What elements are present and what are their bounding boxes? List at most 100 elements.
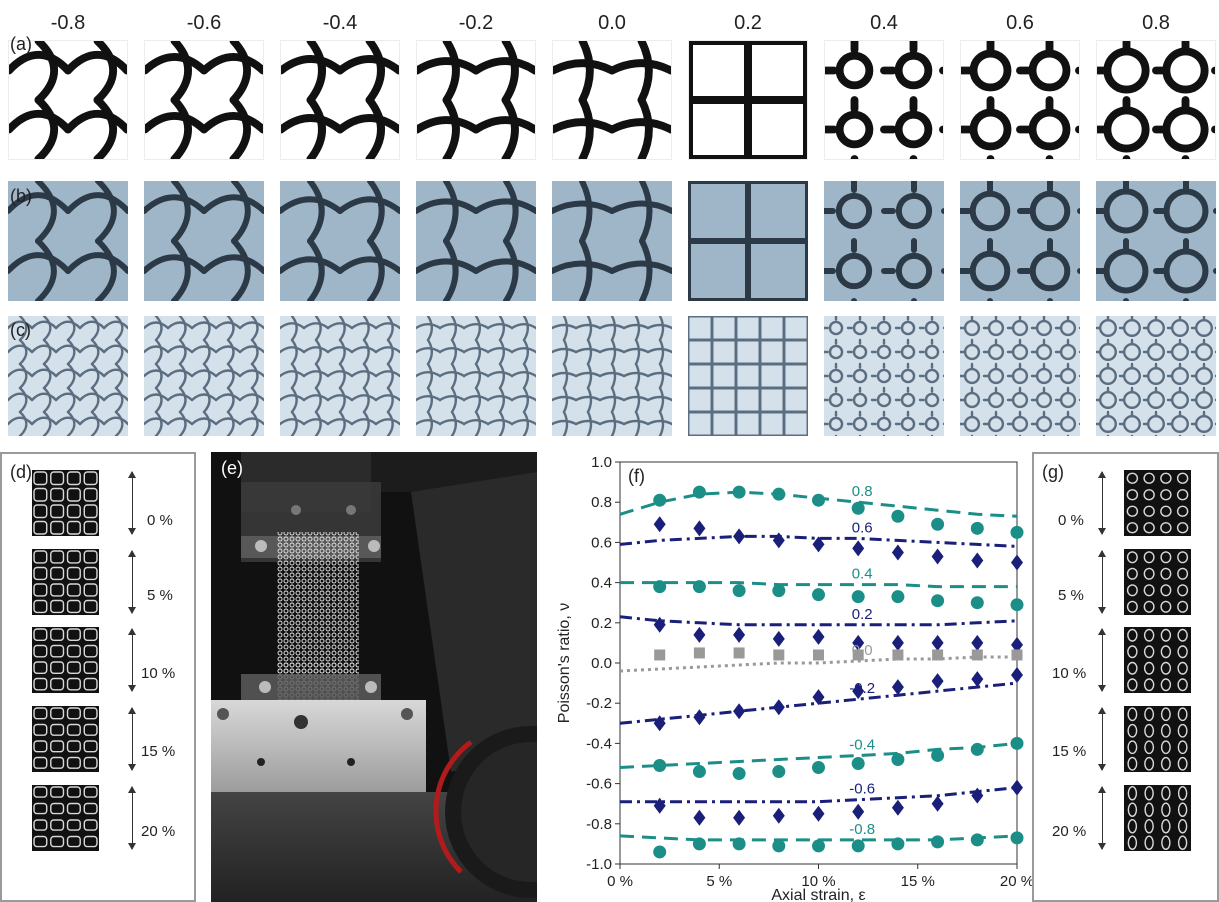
strain-label: 20 % [1052,823,1087,840]
data-point [653,493,667,507]
fit-line [619,681,1018,725]
data-point [971,787,984,804]
data-point [931,594,945,608]
fit-line [619,741,1018,769]
column-label: -0.4 [322,12,358,34]
design-tile [688,40,808,160]
data-point [970,521,984,535]
data-point [732,584,746,598]
data-point [772,630,785,647]
data-point [891,634,904,651]
strain-label: 15 % [141,743,176,760]
data-point [1010,831,1024,845]
series-label: -0.2 [849,680,875,697]
data-point [931,795,944,812]
micrograph-tile [144,181,264,301]
data-point [693,520,706,537]
data-point [653,797,666,814]
series-label: 0.4 [852,566,873,583]
series-label: 0.0 [852,642,873,659]
data-point [852,634,865,651]
data-point [733,809,746,826]
strain-arrow [128,471,136,535]
strain-arrow [1098,786,1106,850]
row-label-b: (b) [10,186,32,206]
data-point [971,671,984,688]
strain-label: 5 % [1058,587,1084,604]
strain-label: 5 % [147,587,173,604]
data-point [653,580,667,594]
data-point [693,647,705,659]
panel-e-photo: (e) [211,452,537,902]
series-label: 0.6 [852,519,873,536]
data-point [852,649,864,661]
data-point [812,805,825,822]
column-label: 0.6 [1006,12,1034,34]
y-axis-label: Poisson's ratio, ν [556,603,573,723]
design-tile [144,40,264,160]
strain-arrow [128,707,136,771]
data-point [732,837,746,851]
series-label: -0.4 [849,736,875,753]
strain-arrow [128,786,136,850]
data-point [931,548,944,565]
data-point [970,742,984,756]
design-tile [416,40,536,160]
x-tick-label: 0 % [607,873,633,890]
data-point [653,516,666,533]
fit-line [620,786,1018,804]
data-point [852,803,865,820]
micrograph-tile [688,181,808,301]
data-point [971,552,984,569]
panel-f-label: (f) [628,466,645,486]
data-point [1011,779,1023,796]
data-point [931,748,945,762]
design-tile [280,40,400,160]
data-point [1011,649,1023,661]
strain-label: 15 % [1052,743,1087,760]
panel-e-label: (e) [221,458,243,478]
data-point [891,752,905,766]
design-tile [8,40,128,160]
fit-line [620,581,1017,589]
x-tick-label: 5 % [706,873,732,890]
data-point [812,761,825,775]
data-point [772,839,786,853]
lattice-photo-tile [552,316,672,436]
strain-label: 0 % [1058,512,1084,529]
series-label: -0.8 [849,821,875,838]
data-point [692,837,706,851]
strain-state-tile [32,785,99,851]
lattice-photo-tile [144,316,264,436]
poisson-ratio-chart: -1.0 -0.8 -0.6 -0.4 -0.2 0.0 0.2 0.4 0.6 0.8 1.0 0 … [556,454,1034,902]
micrograph-tile [552,181,672,301]
data-point [692,485,706,499]
column-label: -0.8 [50,12,86,34]
strain-state-tile [1124,785,1191,851]
data-point [772,487,786,501]
panel-g-label: (g) [1042,462,1064,482]
panel-d: (d) 0 % 5 % 10 % 15 % 20 % [0,452,196,902]
design-tile [1096,40,1216,160]
panel-d-label: (d) [10,462,32,482]
strain-label: 0 % [147,512,173,529]
lattice-photo-tile [8,316,128,436]
panel-g: (g) 0 % 5 % 10 % 15 % 20 % [1032,452,1219,902]
data-point [692,765,706,779]
data-point [733,626,746,643]
column-label: 0.2 [734,12,762,34]
data-point [732,767,746,781]
series-label: -0.6 [849,781,875,798]
micrograph-tile [416,181,536,301]
lattice-photo-tile [416,316,536,436]
data-point [891,544,904,561]
data-point [653,845,667,859]
column-label: 0.4 [870,12,898,34]
series-label: 0.2 [852,606,873,623]
data-point [971,649,983,661]
data-point [891,799,904,816]
data-point [653,715,666,732]
lattice-photo-tile [1096,316,1216,436]
lattice-photo-tile [960,316,1080,436]
data-point [812,588,825,602]
